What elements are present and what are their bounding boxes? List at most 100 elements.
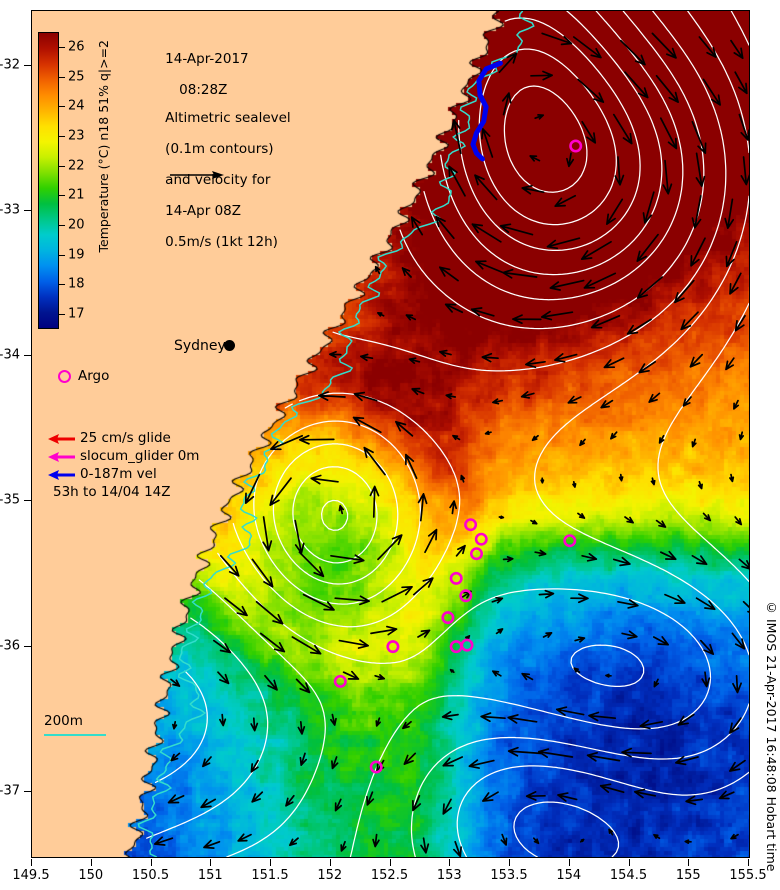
x-axis-tick bbox=[688, 859, 690, 866]
colorbar-tick bbox=[59, 254, 65, 256]
colorbar-tick-label: 18 bbox=[68, 276, 85, 292]
y-axis-tick bbox=[24, 500, 31, 502]
stamp-date: 14-Apr-2017 bbox=[165, 50, 249, 67]
slocum-glider-track bbox=[470, 60, 503, 162]
x-axis-tick bbox=[748, 859, 749, 866]
x-axis-tick-label: 151.5 bbox=[251, 868, 289, 883]
stamp-time: 08:28Z bbox=[179, 81, 228, 98]
colorbar-tick bbox=[59, 135, 65, 137]
x-axis-tick-label: 152.5 bbox=[370, 868, 409, 883]
argo-marker-icon bbox=[58, 370, 71, 383]
colorbar-tick-label: 19 bbox=[68, 247, 85, 263]
x-axis-tick-label: 155 bbox=[675, 868, 701, 883]
colorbar-tick bbox=[59, 225, 65, 227]
argo-float-marker bbox=[563, 534, 577, 548]
copyright-notice: © IMOS 21-Apr-2017 16:48:08 Hobart time bbox=[764, 600, 779, 872]
x-axis-tick bbox=[210, 859, 212, 866]
y-axis-tick-label: -36 bbox=[0, 638, 20, 654]
y-axis-tick-label: -35 bbox=[0, 492, 20, 508]
annotation-line-4: 14-Apr 08Z bbox=[165, 202, 241, 219]
depth-scale-label: 200m bbox=[44, 713, 83, 729]
y-axis-tick bbox=[24, 210, 31, 212]
glider-legend-arrow-icon bbox=[48, 470, 75, 480]
colorbar-tick-label: 26 bbox=[68, 39, 85, 55]
x-axis-tick bbox=[329, 859, 331, 866]
city-dot-icon bbox=[224, 340, 235, 351]
y-axis-tick-label: -33 bbox=[0, 202, 20, 218]
x-axis-tick-label: 151 bbox=[197, 868, 223, 883]
x-axis-tick bbox=[449, 859, 451, 866]
x-axis-tick bbox=[628, 859, 630, 866]
colorbar-tick bbox=[59, 195, 65, 197]
annotation-line-5: 0.5m/s (1kt 12h) bbox=[165, 233, 278, 250]
y-axis-tick bbox=[24, 790, 31, 792]
y-axis-tick bbox=[24, 65, 31, 67]
colorbar-tick-label: 23 bbox=[68, 128, 85, 144]
temperature-colorbar bbox=[38, 32, 59, 329]
glider-legend-arrow-icon bbox=[48, 452, 75, 462]
argo-float-marker bbox=[464, 518, 478, 532]
x-axis-tick bbox=[31, 859, 32, 866]
date-time-stamp: 14-Apr-2017 08:28Z bbox=[148, 36, 249, 114]
argo-float-marker bbox=[474, 532, 488, 546]
argo-float-marker bbox=[449, 571, 463, 585]
velocity-vector-overlay bbox=[137, 11, 749, 857]
glider-legend-arrow-icon bbox=[48, 434, 75, 444]
glider-legend-label: 0-187m vel bbox=[80, 466, 157, 482]
annotation-line-2: (0.1m contours) bbox=[165, 140, 274, 157]
colorbar-tick-label: 25 bbox=[68, 69, 85, 85]
x-axis-tick bbox=[150, 859, 152, 866]
x-axis-tick bbox=[389, 859, 391, 866]
colorbar-tick bbox=[59, 165, 65, 167]
colorbar-tick-label: 17 bbox=[68, 306, 85, 322]
argo-float-marker bbox=[441, 611, 455, 625]
sst-heatmap-canvas bbox=[32, 11, 749, 857]
x-axis-tick-label: 152 bbox=[317, 868, 343, 883]
colorbar-tick bbox=[59, 106, 65, 108]
argo-float-marker bbox=[369, 760, 383, 774]
glider-legend-label: 25 cm/s glide bbox=[80, 430, 171, 446]
annotation-line-1: Altimetric sealevel bbox=[165, 109, 291, 126]
depth-scale-line-icon bbox=[44, 734, 106, 736]
x-axis-tick-label: 150.5 bbox=[131, 868, 170, 883]
x-axis-tick-label: 153 bbox=[436, 868, 462, 883]
glider-legend-time: 53h to 14/04 14Z bbox=[53, 484, 171, 500]
reference-vector-arrow-icon bbox=[170, 171, 224, 179]
argo-float-marker bbox=[333, 674, 347, 688]
colorbar-title: Temperature (°C) n18 51% q|>=2 bbox=[96, 40, 111, 253]
velocity-arrows bbox=[153, 32, 749, 857]
y-axis-tick bbox=[24, 355, 31, 357]
x-axis-tick-label: 150 bbox=[78, 868, 104, 883]
colorbar-tick bbox=[59, 46, 65, 48]
sealevel-contours bbox=[146, 11, 749, 857]
x-axis-tick bbox=[270, 859, 271, 866]
argo-float-marker bbox=[386, 640, 400, 654]
colorbar-tick bbox=[59, 284, 65, 286]
legend-argo-label: Argo bbox=[78, 368, 110, 384]
x-axis-tick-label: 154 bbox=[556, 868, 582, 883]
x-axis-tick-label: 155.5 bbox=[729, 868, 767, 883]
colorbar-tick bbox=[59, 314, 65, 316]
y-axis-tick-label: -34 bbox=[0, 347, 20, 363]
y-axis-tick-label: -32 bbox=[0, 57, 20, 73]
colorbar-tick-label: 20 bbox=[68, 217, 85, 233]
x-axis-tick bbox=[90, 859, 92, 866]
argo-float-marker bbox=[459, 589, 473, 603]
x-axis-tick-label: 153.5 bbox=[490, 868, 528, 883]
y-axis-tick-label: -37 bbox=[0, 783, 20, 799]
isobath-200m bbox=[137, 11, 535, 857]
map-plot-area[interactable] bbox=[31, 10, 750, 858]
x-axis-tick-label: 149.5 bbox=[12, 868, 50, 883]
argo-float-marker bbox=[569, 139, 583, 153]
colorbar-tick-label: 22 bbox=[68, 158, 85, 174]
argo-float-marker bbox=[460, 638, 474, 652]
colorbar-tick-label: 24 bbox=[68, 98, 85, 114]
y-axis-tick bbox=[24, 645, 31, 647]
colorbar-tick-label: 21 bbox=[68, 187, 85, 203]
glider-legend-label: slocum_glider 0m bbox=[80, 448, 200, 464]
argo-float-marker bbox=[469, 547, 483, 561]
x-axis-tick bbox=[568, 859, 570, 866]
x-axis-tick-label: 154.5 bbox=[609, 868, 648, 883]
argo-float-marker bbox=[449, 640, 463, 654]
